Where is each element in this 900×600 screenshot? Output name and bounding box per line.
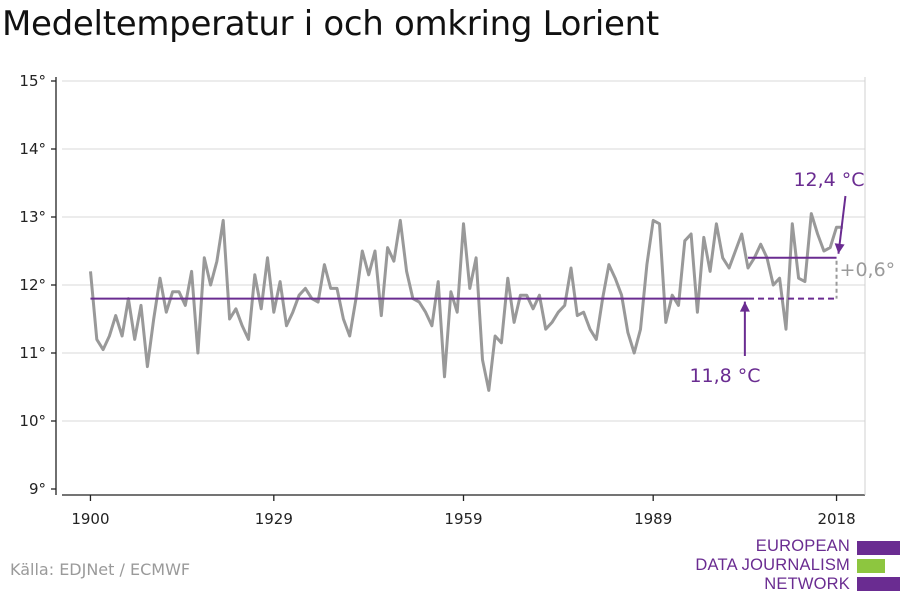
axes: 9° 10° 11° 12° 13° 14° 15° 1900 1929 1959 1989 2018 xyxy=(19,72,866,528)
recent-mean-label: 12,4 °C xyxy=(793,169,864,191)
chart-title: Medeltemperatur i och omkring Lorient xyxy=(2,4,659,44)
source-credit: Källa: EDJNet / ECMWF xyxy=(10,560,191,579)
logo-bar-purple-top xyxy=(857,541,900,555)
difference-label: +0,6° xyxy=(840,259,896,281)
y-tick-label: 14° xyxy=(19,140,46,158)
logo-bar-green xyxy=(857,559,885,573)
reference-lines xyxy=(90,195,847,356)
edjnet-logo: EUROPEAN DATA JOURNALISM NETWORK xyxy=(695,537,900,597)
recent-mean-arrow-head xyxy=(834,243,845,254)
y-tick-label: 11° xyxy=(19,344,46,362)
x-tick-label: 1929 xyxy=(255,510,293,528)
baseline-mean-label: 11,8 °C xyxy=(689,365,760,387)
y-tick-label: 9° xyxy=(29,480,46,498)
temperature-line xyxy=(89,212,843,392)
y-tick-label: 13° xyxy=(19,208,46,226)
logo-text-line-1: EUROPEAN xyxy=(755,537,850,555)
grid-lines xyxy=(62,80,865,422)
y-tick-label: 10° xyxy=(19,412,46,430)
y-tick-label: 15° xyxy=(19,72,46,90)
annotations: 12,4 °C 11,8 °C +0,6° xyxy=(689,169,895,387)
x-tick-label: 2018 xyxy=(817,510,855,528)
y-tick-label: 12° xyxy=(19,276,46,294)
x-tick-label: 1900 xyxy=(71,510,109,528)
baseline-mean-arrow-head xyxy=(739,301,750,312)
temperature-series xyxy=(89,212,843,392)
x-tick-label: 1989 xyxy=(634,510,672,528)
logo-bar-purple-bottom xyxy=(857,577,900,591)
logo-text-line-3: NETWORK xyxy=(764,575,850,593)
x-tick-label: 1959 xyxy=(444,510,482,528)
logo-text-line-2: DATA JOURNALISM xyxy=(695,556,850,574)
